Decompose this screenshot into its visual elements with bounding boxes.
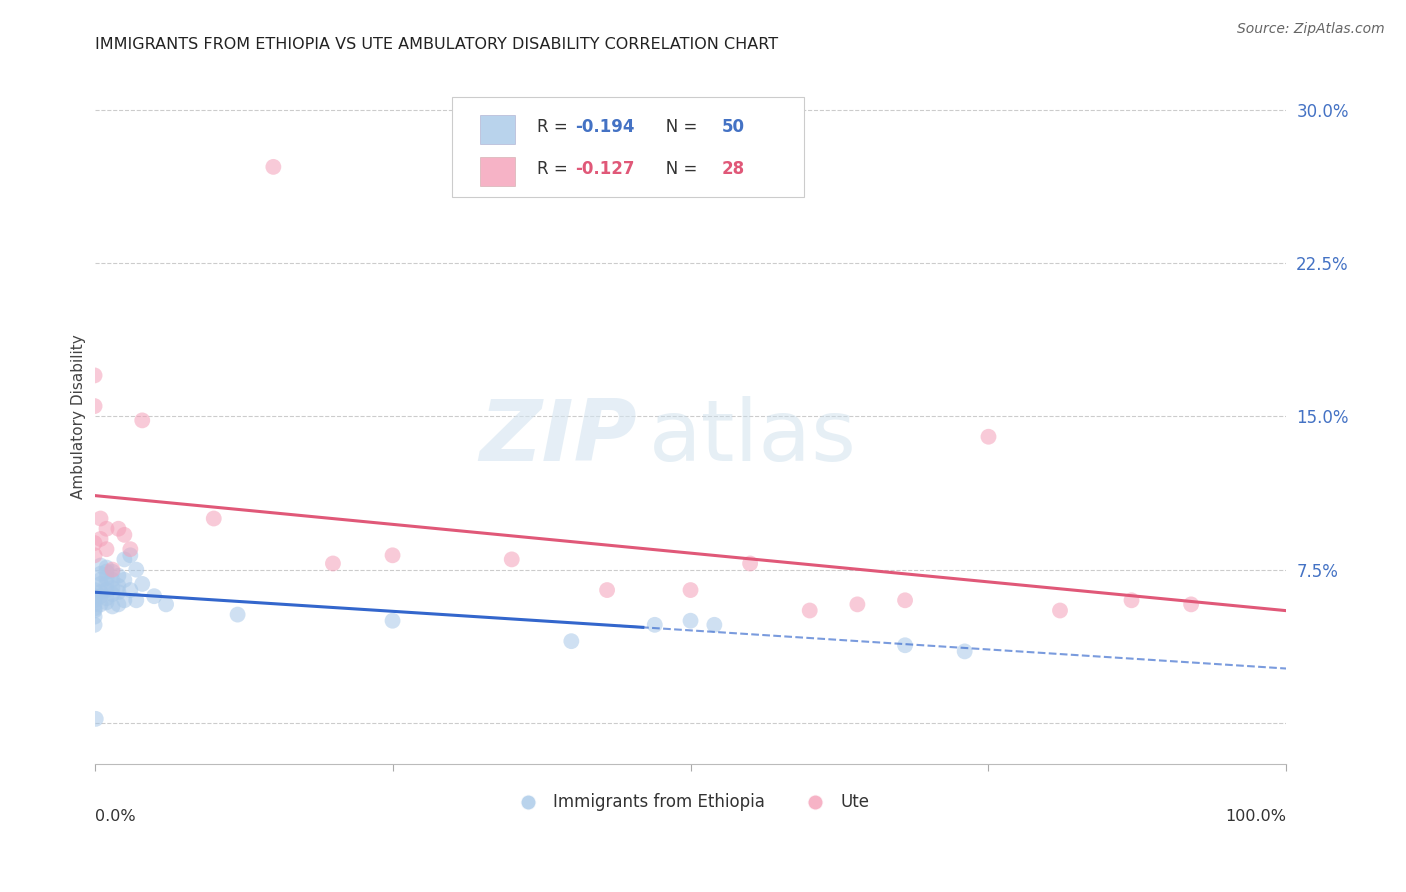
Point bbox=[1049, 603, 1071, 617]
Text: ZIP: ZIP bbox=[479, 396, 637, 479]
Point bbox=[381, 549, 404, 563]
Point bbox=[846, 598, 869, 612]
Point bbox=[96, 522, 118, 536]
Point bbox=[262, 160, 284, 174]
Point bbox=[155, 598, 177, 612]
Point bbox=[83, 368, 105, 383]
Text: 100.0%: 100.0% bbox=[1226, 809, 1286, 824]
Point bbox=[83, 593, 105, 607]
Point bbox=[83, 399, 105, 413]
Point bbox=[83, 549, 105, 563]
Point bbox=[107, 522, 129, 536]
FancyBboxPatch shape bbox=[453, 96, 804, 197]
Point bbox=[83, 598, 105, 612]
Point bbox=[83, 583, 105, 598]
Point bbox=[90, 558, 112, 573]
Point bbox=[90, 589, 112, 603]
Point bbox=[107, 585, 129, 599]
Point bbox=[83, 536, 105, 550]
Text: -0.127: -0.127 bbox=[575, 160, 634, 178]
Point bbox=[96, 591, 118, 606]
Bar bbox=[479, 156, 516, 186]
Point bbox=[381, 614, 404, 628]
Point bbox=[501, 552, 523, 566]
Point bbox=[83, 601, 105, 615]
Point bbox=[107, 579, 129, 593]
Point bbox=[90, 566, 112, 581]
Point bbox=[101, 599, 124, 614]
Text: R =: R = bbox=[537, 119, 572, 136]
Point bbox=[644, 617, 666, 632]
Point bbox=[101, 573, 124, 587]
Point bbox=[125, 593, 148, 607]
Point bbox=[799, 603, 821, 617]
Point bbox=[90, 598, 112, 612]
Point bbox=[596, 583, 619, 598]
Point bbox=[120, 549, 142, 563]
Point bbox=[101, 563, 124, 577]
Text: 50: 50 bbox=[721, 119, 745, 136]
Point bbox=[679, 614, 702, 628]
Point bbox=[322, 557, 344, 571]
Point bbox=[703, 617, 725, 632]
Point bbox=[894, 593, 917, 607]
Point bbox=[1121, 593, 1143, 607]
Text: N =: N = bbox=[650, 160, 703, 178]
Point bbox=[977, 430, 1000, 444]
Point bbox=[894, 638, 917, 652]
Point bbox=[90, 511, 112, 525]
Point bbox=[131, 577, 153, 591]
Text: IMMIGRANTS FROM ETHIOPIA VS UTE AMBULATORY DISABILITY CORRELATION CHART: IMMIGRANTS FROM ETHIOPIA VS UTE AMBULATO… bbox=[94, 37, 778, 53]
Text: R =: R = bbox=[537, 160, 572, 178]
Text: N =: N = bbox=[650, 119, 703, 136]
Point bbox=[90, 577, 112, 591]
Point bbox=[112, 528, 135, 542]
Point bbox=[84, 712, 107, 726]
Text: 28: 28 bbox=[721, 160, 745, 178]
Point bbox=[96, 571, 118, 585]
Text: -0.194: -0.194 bbox=[575, 119, 634, 136]
Point bbox=[143, 589, 166, 603]
Point bbox=[953, 644, 976, 658]
Point bbox=[202, 511, 225, 525]
Point bbox=[96, 577, 118, 591]
Point bbox=[131, 413, 153, 427]
Point bbox=[112, 552, 135, 566]
Legend: Immigrants from Ethiopia, Ute: Immigrants from Ethiopia, Ute bbox=[505, 787, 876, 818]
Point bbox=[560, 634, 582, 648]
Point bbox=[740, 557, 762, 571]
Y-axis label: Ambulatory Disability: Ambulatory Disability bbox=[72, 334, 86, 499]
Point bbox=[96, 560, 118, 574]
Point bbox=[96, 595, 118, 609]
Point bbox=[107, 568, 129, 582]
Point bbox=[101, 587, 124, 601]
Point bbox=[96, 583, 118, 598]
Point bbox=[125, 563, 148, 577]
Text: Source: ZipAtlas.com: Source: ZipAtlas.com bbox=[1237, 22, 1385, 37]
Text: atlas: atlas bbox=[648, 396, 856, 479]
Point bbox=[101, 581, 124, 595]
Point bbox=[83, 603, 105, 617]
Point bbox=[112, 593, 135, 607]
Point bbox=[112, 573, 135, 587]
Point bbox=[96, 542, 118, 557]
Point bbox=[90, 532, 112, 546]
Point bbox=[101, 565, 124, 579]
Point bbox=[107, 598, 129, 612]
Point bbox=[96, 565, 118, 579]
Point bbox=[120, 583, 142, 598]
Text: 0.0%: 0.0% bbox=[94, 809, 135, 824]
Point bbox=[83, 609, 105, 624]
Point bbox=[226, 607, 249, 622]
Point bbox=[83, 617, 105, 632]
Point bbox=[90, 585, 112, 599]
Bar bbox=[479, 115, 516, 145]
Point bbox=[90, 573, 112, 587]
Point bbox=[1180, 598, 1202, 612]
Point bbox=[120, 542, 142, 557]
Point bbox=[83, 589, 105, 603]
Point bbox=[679, 583, 702, 598]
